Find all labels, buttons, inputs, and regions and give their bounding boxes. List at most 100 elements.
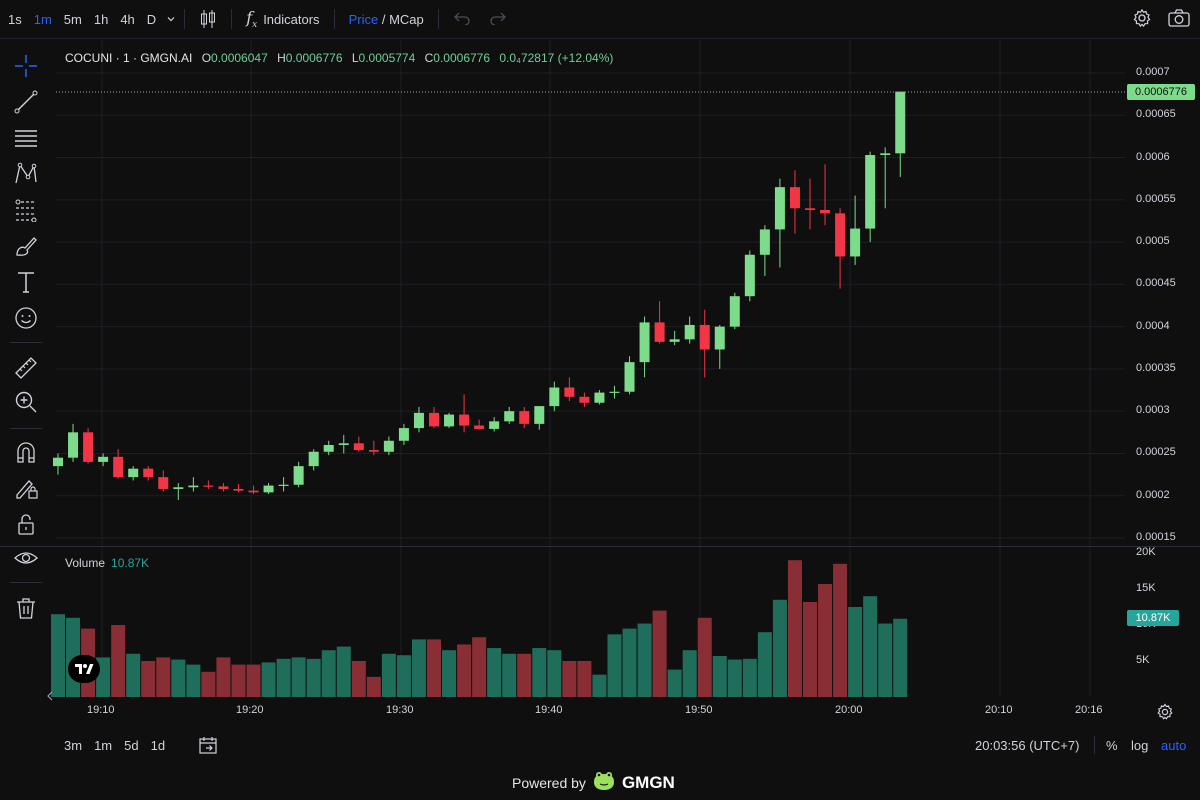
timeframe-1h[interactable]: 1h [93,11,109,27]
candle-body [218,486,229,489]
volume-bar [442,650,457,697]
volume-bar [141,661,156,697]
trend-line-icon[interactable] [14,90,38,114]
range-3m[interactable]: 3m [64,738,83,753]
toolbar-divider [0,38,1200,39]
volume-bar [156,657,171,697]
ruler-icon[interactable] [14,356,38,380]
candle-body [173,487,184,489]
undo-icon[interactable] [453,11,471,28]
emoji-icon[interactable] [14,306,38,330]
axis-settings-icon[interactable] [1156,703,1174,726]
timeframe-D[interactable]: D [146,11,157,27]
text-icon[interactable] [14,270,38,294]
range-1m[interactable]: 1m [94,738,113,753]
timeframe-1m[interactable]: 1m [33,11,52,27]
volume-bar [231,664,246,697]
price-tick-label: 0.0007 [1136,66,1170,78]
candle-body [850,228,861,257]
goto-date-icon[interactable] [198,735,218,758]
open-value: 0.0006047 [211,51,268,65]
time-tick-label: 20:16 [1075,704,1103,716]
candle-body [609,391,620,393]
lock-icon[interactable] [14,512,38,536]
timeframe-4h[interactable]: 4h [120,11,135,27]
candle-body [759,229,770,255]
candle-body [233,488,244,491]
candle-body [789,187,800,209]
candle-body [579,396,590,403]
crosshair-icon[interactable] [14,54,38,78]
percent-scale-button[interactable]: % [1106,738,1118,753]
pattern-icon[interactable] [14,162,38,186]
candle-body [729,296,740,327]
chevron-down-icon[interactable] [166,12,176,27]
candle-body [519,411,530,424]
candle-body [699,324,710,350]
time-tick-label: 19:10 [87,704,115,716]
redo-icon[interactable] [489,11,507,28]
volume-bar [833,563,848,697]
price-tick-label: 0.0005 [1136,235,1170,248]
range-5d[interactable]: 5d [124,738,139,753]
indicators-button[interactable]: fx Indicators [240,8,325,30]
candle-body [308,451,319,467]
zoom-in-icon[interactable] [14,390,38,414]
price-tick-label: 0.00055 [1136,192,1176,205]
volume-bar [381,653,396,697]
lock-drawing-icon[interactable] [14,476,38,500]
high-value: 0.0006776 [285,51,343,65]
volume-bar [622,628,637,697]
volume-bar [321,650,336,697]
volume-bar [111,625,126,697]
volume-bar [607,634,622,697]
candle-body [820,209,831,214]
candle-body [263,485,274,493]
candle-body [113,456,124,478]
volume-bar [411,639,426,697]
volume-bar [592,674,607,697]
clock-timezone[interactable]: 20:03:56 (UTC+7) [975,738,1080,753]
mcap-option[interactable]: MCap [389,11,424,27]
timeframe-1s[interactable]: 1s [8,11,22,27]
range-1d[interactable]: 1d [150,738,166,753]
timeframe-list: 1s 1m 5m 1h 4h D [2,12,162,27]
candles-type-button[interactable] [193,9,223,29]
candle-body [895,91,906,154]
volume-bar [472,637,487,697]
gear-icon[interactable] [1132,8,1152,31]
price-tick-label: 0.00015 [1136,531,1176,543]
bottom-bar: 3m 1m 5d 1d 20:03:56 (UTC+7) % log auto [0,730,1200,760]
volume-tick-label: 15K [1136,582,1156,594]
price-option[interactable]: Price [348,11,379,27]
volume-bar [171,659,186,697]
pane-divider[interactable] [0,546,1200,547]
log-scale-button[interactable]: log [1131,738,1149,753]
candle-body [278,484,289,486]
ohlc-legend: COCUNI · 1 · GMGN.AI O0.0006047 H0.00067… [65,51,613,65]
tradingview-logo[interactable] [68,655,100,683]
brush-icon[interactable] [14,234,38,258]
candle-body [413,412,424,429]
volume-bar [727,659,742,697]
horizontal-lines-icon[interactable] [14,126,38,150]
timeframe-5m[interactable]: 5m [63,11,82,27]
function-icon: fx [246,7,258,31]
volume-bar [396,655,411,697]
close-label: C [424,51,434,65]
volume-bar [291,657,306,697]
trash-icon[interactable] [14,596,38,620]
auto-scale-button[interactable]: auto [1161,738,1187,753]
magnet-icon[interactable] [14,440,38,464]
fib-retracement-icon[interactable] [14,198,38,222]
time-tick-label: 19:30 [386,704,414,716]
divider [333,9,335,29]
candle-body [248,490,259,493]
eye-icon[interactable] [14,546,38,570]
scroll-left-icon[interactable] [46,688,54,706]
camera-icon[interactable] [1168,8,1190,30]
candle-body [504,411,515,422]
change-value: 0.0₄72817 (+12.04%) [499,51,614,65]
candle-body [83,432,94,462]
price-mcap-toggle[interactable]: Price / MCap [343,12,430,27]
